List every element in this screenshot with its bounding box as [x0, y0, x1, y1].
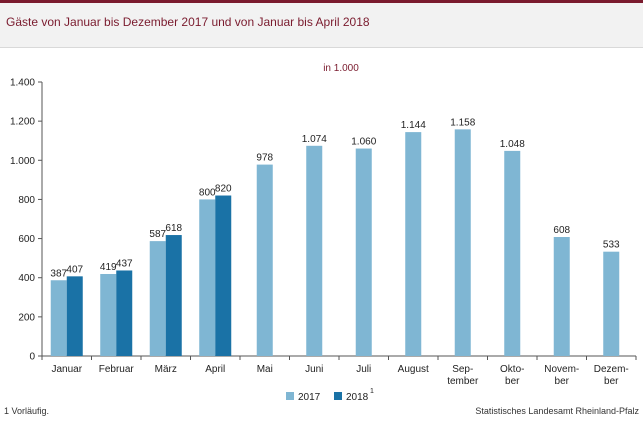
legend-swatch-2018 [334, 392, 342, 400]
bar-2017 [50, 280, 67, 356]
category-label: Novem-ber [544, 364, 579, 387]
bar-2017 [553, 237, 570, 356]
data-label-2017: 800 [199, 187, 216, 198]
category-label: Februar [99, 364, 135, 375]
bar-2017 [149, 241, 166, 356]
bar-2018 [165, 235, 182, 356]
bar-2017 [603, 251, 620, 356]
bar-2017 [504, 150, 521, 356]
bar-2018 [66, 276, 83, 356]
data-label-2018: 618 [165, 223, 182, 234]
legend-label-2018: 2018 [346, 392, 369, 403]
unit-label: in 1.000 [323, 63, 359, 74]
category-label: Dezem-ber [594, 364, 629, 387]
data-label-2017: 1.060 [351, 137, 376, 148]
bar-2018 [215, 195, 232, 356]
data-label-2018: 437 [116, 258, 133, 269]
y-tick-label: 1.200 [10, 117, 35, 128]
data-label-2017: 1.144 [401, 120, 426, 131]
top-rule [0, 0, 643, 3]
chart-title: Gäste von Januar bis Dezember 2017 und v… [6, 15, 370, 29]
category-label: Sep-tember [447, 364, 479, 387]
category-label: Januar [51, 364, 82, 375]
data-label-2017: 419 [100, 262, 117, 273]
category-label: März [155, 364, 177, 375]
y-tick-label: 1.000 [10, 156, 35, 167]
category-label: Mai [257, 364, 273, 375]
y-tick-label: 1.400 [10, 78, 35, 89]
bar-2017 [306, 145, 323, 356]
data-label-2017: 608 [553, 225, 570, 236]
source-note: Statistisches Landesamt Rheinland-Pfalz [475, 406, 639, 416]
bar-2017 [355, 148, 372, 356]
legend-superscript: 1 [370, 388, 374, 395]
data-label-2017: 978 [256, 153, 273, 164]
footnote: 1 Vorläufig. [4, 406, 50, 416]
data-label-2017: 1.048 [500, 139, 525, 150]
category-label: Juli [356, 364, 371, 375]
y-tick-label: 200 [18, 312, 35, 323]
data-label-2017: 587 [149, 229, 166, 240]
bar-2017 [199, 199, 216, 356]
y-tick-label: 600 [18, 234, 35, 245]
legend-label-2017: 2017 [298, 392, 321, 403]
header: Gäste von Januar bis Dezember 2017 und v… [0, 3, 643, 48]
data-label-2018: 407 [66, 264, 83, 275]
data-label-2017: 1.158 [450, 117, 475, 128]
bar-2017 [100, 273, 117, 356]
y-tick-label: 400 [18, 273, 35, 284]
category-label: April [205, 364, 225, 375]
data-label-2018: 820 [215, 184, 232, 195]
legend-swatch-2017 [286, 392, 294, 400]
category-label: Juni [305, 364, 323, 375]
bar-2017 [256, 164, 273, 356]
data-label-2017: 387 [50, 268, 67, 279]
bar-2018 [116, 270, 133, 356]
category-label: August [398, 364, 429, 375]
bar-2017 [405, 132, 422, 356]
y-tick-label: 800 [18, 195, 35, 206]
category-label: Okto-ber [500, 364, 524, 387]
bar-2017 [454, 129, 471, 356]
data-label-2017: 533 [603, 240, 620, 251]
y-tick-label: 0 [29, 352, 35, 363]
data-label-2017: 1.074 [302, 134, 327, 145]
